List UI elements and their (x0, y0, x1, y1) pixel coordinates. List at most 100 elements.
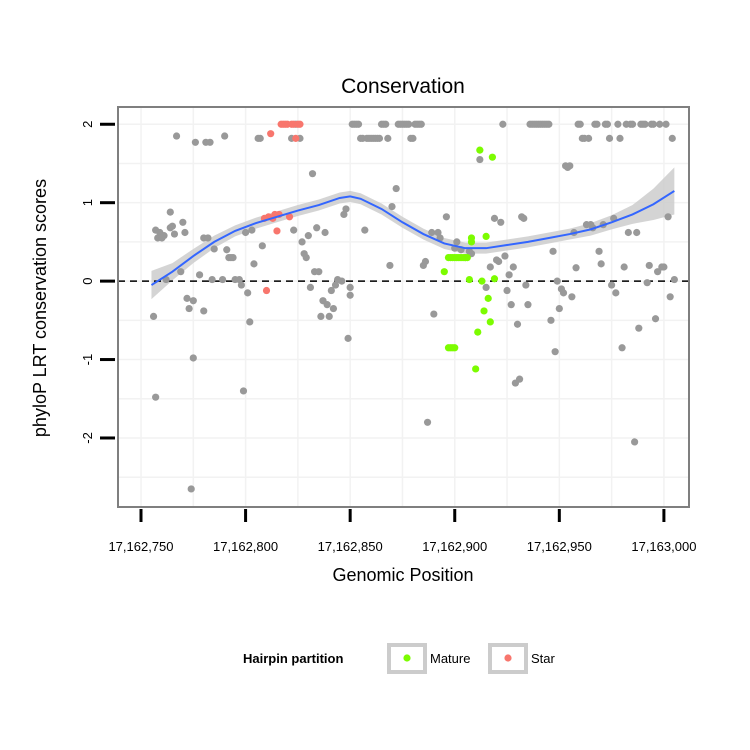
data-point-other (187, 485, 195, 493)
data-point-mature (451, 344, 459, 352)
x-axis: 17,162,750 17,162,800 17,162,850 17,162,900… (108, 509, 696, 554)
data-point-other (666, 293, 674, 301)
data-point-other (603, 120, 612, 128)
data-point-other (608, 281, 616, 289)
data-point-other (313, 224, 321, 232)
data-point-other (505, 271, 513, 279)
chart-title: Conservation (341, 75, 465, 98)
plot-panel (117, 106, 690, 508)
data-point-star (262, 286, 271, 295)
data-point-other (576, 120, 584, 128)
data-point-other (179, 218, 187, 226)
data-point-mature (488, 153, 496, 161)
data-point-other (235, 275, 243, 284)
data-point-other (246, 318, 254, 326)
data-point-mature (463, 253, 471, 262)
data-point-other (344, 334, 352, 342)
data-point-other (384, 134, 392, 142)
data-point-other (633, 228, 641, 237)
data-point-other (501, 252, 509, 260)
data-point-other (476, 155, 484, 164)
y-tick-label: 1 (80, 199, 95, 206)
data-point-other (354, 120, 363, 128)
data-point-other (670, 275, 678, 284)
data-point-other (585, 134, 593, 142)
data-point-other (185, 304, 193, 313)
legend-label-mature: Mature (430, 651, 470, 666)
data-point-mature (472, 365, 480, 373)
data-point-other (388, 203, 396, 211)
data-point-other (170, 230, 179, 238)
data-point-other (258, 242, 266, 250)
data-point-other (392, 184, 400, 193)
data-point-other (572, 264, 580, 272)
x-tick-label: 17,163,000 (631, 539, 696, 554)
data-point-other (551, 348, 559, 356)
data-point-other (346, 283, 354, 291)
x-tick-label: 17,162,750 (108, 539, 173, 554)
data-point-other (204, 234, 212, 242)
data-point-other (662, 120, 670, 128)
data-point-other (423, 418, 432, 426)
data-point-other (304, 232, 312, 240)
data-point-other (524, 301, 532, 309)
data-point-other (160, 232, 168, 240)
data-point-other (323, 301, 331, 309)
series-other (149, 120, 678, 493)
data-point-other (191, 138, 199, 146)
data-point-other (346, 291, 354, 299)
y-axis-label: phyloP LRT conservation scores (30, 179, 50, 437)
y-tick-label: 0 (80, 278, 95, 285)
x-tick-label: 17,162,800 (213, 539, 278, 554)
x-tick-label: 17,162,900 (422, 539, 487, 554)
data-point-other (183, 294, 191, 302)
data-point-other (405, 120, 413, 128)
data-point-other (497, 218, 505, 226)
loess-smooth-line (150, 190, 675, 286)
series-mature (440, 146, 499, 373)
data-point-other (321, 228, 329, 237)
data-point-other (239, 387, 248, 395)
data-point-star (296, 120, 304, 128)
data-point-other (664, 213, 672, 221)
data-point-other (513, 320, 522, 328)
legend-marker-star (504, 654, 512, 662)
x-axis-label: Genomic Position (332, 565, 473, 585)
data-point-other (486, 263, 494, 271)
data-point-other (200, 307, 208, 315)
data-point-other (545, 120, 553, 128)
data-point-other (624, 228, 632, 237)
data-point-mature (476, 146, 484, 154)
data-point-other (152, 393, 160, 401)
data-point-other (315, 268, 323, 276)
y-tick-label: -1 (80, 354, 95, 366)
data-point-other (593, 120, 601, 128)
data-point-other (177, 268, 185, 276)
data-point-other (218, 275, 227, 284)
data-point-other (645, 261, 653, 270)
data-point-other (549, 247, 557, 255)
data-point-other (434, 228, 442, 237)
y-axis: -2 -1 0 1 2 (80, 121, 115, 444)
data-point-other (250, 260, 258, 268)
data-point-other (628, 120, 637, 128)
data-point-other (515, 375, 524, 383)
data-point-other (306, 283, 315, 291)
data-point-other (206, 138, 214, 146)
data-point-other (327, 286, 335, 295)
panel-background (118, 107, 689, 507)
data-point-other (181, 228, 189, 237)
data-point-other (430, 310, 438, 318)
legend-marker-mature (403, 654, 411, 662)
x-tick-label: 17,162,850 (318, 539, 383, 554)
data-point-star (267, 130, 275, 138)
data-point-other (189, 297, 197, 305)
data-point-other (189, 354, 197, 362)
data-point-other (568, 293, 576, 301)
data-point-other (643, 279, 651, 287)
legend-label-star: Star (531, 651, 556, 666)
data-point-mature (467, 234, 476, 242)
data-point-mature (486, 318, 494, 326)
data-point-other (555, 304, 563, 313)
data-point-other (409, 134, 417, 142)
